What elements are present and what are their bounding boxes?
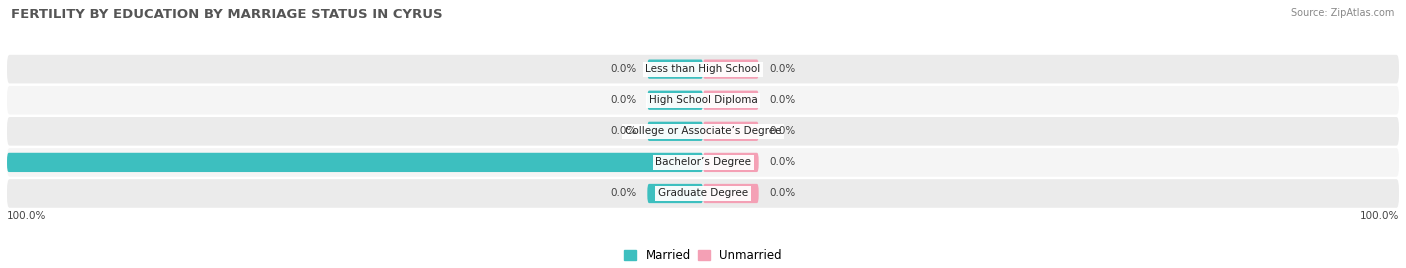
Text: 0.0%: 0.0% bbox=[610, 95, 637, 105]
Text: 100.0%: 100.0% bbox=[7, 211, 46, 221]
FancyBboxPatch shape bbox=[7, 86, 1399, 114]
Text: Source: ZipAtlas.com: Source: ZipAtlas.com bbox=[1291, 8, 1395, 18]
Text: 0.0%: 0.0% bbox=[769, 157, 796, 168]
Text: 0.0%: 0.0% bbox=[610, 188, 637, 199]
Text: High School Diploma: High School Diploma bbox=[648, 95, 758, 105]
FancyBboxPatch shape bbox=[647, 184, 703, 203]
Text: 100.0%: 100.0% bbox=[1360, 211, 1399, 221]
FancyBboxPatch shape bbox=[7, 179, 1399, 208]
Text: 0.0%: 0.0% bbox=[769, 126, 796, 136]
FancyBboxPatch shape bbox=[703, 122, 759, 141]
Text: 0.0%: 0.0% bbox=[769, 188, 796, 199]
Text: Less than High School: Less than High School bbox=[645, 64, 761, 74]
FancyBboxPatch shape bbox=[647, 91, 703, 110]
FancyBboxPatch shape bbox=[7, 148, 1399, 177]
FancyBboxPatch shape bbox=[647, 122, 703, 141]
FancyBboxPatch shape bbox=[7, 55, 1399, 83]
FancyBboxPatch shape bbox=[703, 153, 759, 172]
Text: FERTILITY BY EDUCATION BY MARRIAGE STATUS IN CYRUS: FERTILITY BY EDUCATION BY MARRIAGE STATU… bbox=[11, 8, 443, 21]
FancyBboxPatch shape bbox=[7, 117, 1399, 146]
Text: Graduate Degree: Graduate Degree bbox=[658, 188, 748, 199]
Text: College or Associate’s Degree: College or Associate’s Degree bbox=[624, 126, 782, 136]
FancyBboxPatch shape bbox=[647, 59, 703, 79]
Text: 0.0%: 0.0% bbox=[769, 64, 796, 74]
Text: 0.0%: 0.0% bbox=[610, 64, 637, 74]
Text: Bachelor’s Degree: Bachelor’s Degree bbox=[655, 157, 751, 168]
FancyBboxPatch shape bbox=[703, 59, 759, 79]
Text: 0.0%: 0.0% bbox=[610, 126, 637, 136]
Text: 0.0%: 0.0% bbox=[769, 95, 796, 105]
Legend: Married, Unmarried: Married, Unmarried bbox=[624, 249, 782, 262]
FancyBboxPatch shape bbox=[7, 153, 703, 172]
FancyBboxPatch shape bbox=[703, 184, 759, 203]
FancyBboxPatch shape bbox=[703, 91, 759, 110]
